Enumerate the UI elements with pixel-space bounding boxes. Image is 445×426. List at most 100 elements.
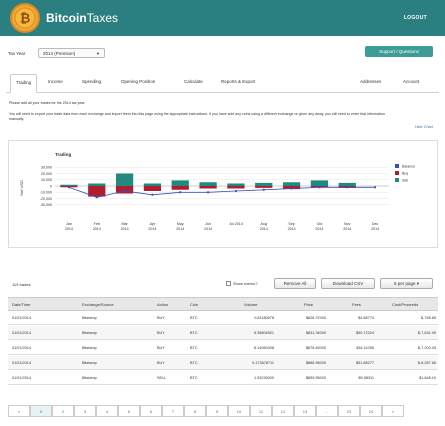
cell-cost-proceeds: $-8,287.66 [417, 361, 436, 365]
cell-volume: 8.35804501 [253, 331, 274, 335]
checkbox-icon [226, 281, 231, 287]
cell-fees: $50.72324 [356, 331, 374, 335]
table-row[interactable]: 01/01/2014 Bitstamp BUY BTC 8.14060408 $878.8… [8, 341, 438, 355]
column-header-exchange[interactable]: Exchange/Source [82, 302, 114, 307]
pager-next-button[interactable]: » [382, 405, 404, 417]
tab-addresses[interactable]: Addresses [360, 79, 382, 84]
column-header-fees[interactable]: Fees [352, 302, 361, 307]
show-memo-checkbox[interactable]: Show memo? [226, 281, 257, 287]
cell-coin: BTC [190, 346, 198, 350]
per-page-select[interactable]: 5 per page ▾ [380, 278, 433, 289]
logout-link[interactable]: LOGOUT [403, 15, 427, 21]
bar-sell [310, 180, 329, 186]
bar-sell [338, 182, 356, 186]
x-tick-label: Oct [317, 222, 323, 226]
instructions-line-1: Please add all your trades for the 2014 … [9, 101, 86, 105]
y-tick-label: 0 [50, 184, 52, 188]
tab-income[interactable]: Income [48, 79, 63, 84]
instructions-line-2: You will need to export your trade data … [9, 112, 385, 121]
pager-page-6[interactable]: 6 [140, 405, 162, 417]
cell-price: $828.37000 [305, 316, 326, 320]
chart-title: Trading [55, 152, 72, 157]
bar-sell [88, 183, 106, 186]
download-csv-button[interactable]: Download CSV [321, 278, 375, 289]
cell-action: BUY [157, 316, 165, 320]
point-balance [179, 191, 182, 194]
bar-buy [171, 186, 189, 190]
series-line-balance [68, 186, 376, 198]
table-row[interactable]: 01/01/2014 Bitstamp BUY BTC 8.35804501 $831.3… [8, 326, 438, 340]
bar-sell [282, 182, 301, 186]
pager-page-8[interactable]: 8 [184, 405, 206, 417]
bar-buy [88, 186, 106, 197]
tab-trading[interactable]: Trading [10, 74, 38, 93]
x-tick-label: 2014 [204, 227, 212, 231]
column-header-action[interactable]: Action [157, 302, 169, 307]
tab-spending[interactable]: Spending [82, 79, 102, 84]
x-tick-label: 2014 [93, 227, 101, 231]
tab-calculate[interactable]: Calculate [184, 79, 203, 84]
pager-page-4[interactable]: 4 [96, 405, 118, 417]
point-balance [262, 188, 265, 191]
cell-coin: BTC [190, 331, 198, 335]
column-header-date[interactable]: Date/Time [12, 302, 31, 307]
support-button[interactable]: Support / Questions [365, 46, 433, 57]
x-tick-label: Feb [94, 222, 100, 226]
hide-chart-link[interactable]: Hide Chart [414, 125, 433, 129]
x-tick-label: 2014 [148, 227, 156, 231]
pager-page-ellipsisellipsisellipsis[interactable]: ... [316, 405, 338, 417]
legend-label-balance: Balance [402, 165, 415, 169]
pager-prev-button[interactable]: « [8, 405, 30, 417]
tab-account[interactable]: Account [403, 79, 420, 84]
pager-page-13[interactable]: 13 [294, 405, 316, 417]
legend-swatch-buy [395, 171, 399, 175]
remove-all-button[interactable]: Remove All [274, 278, 316, 289]
x-tick-label: 2014 [260, 227, 268, 231]
main-tabs: Trading Income Spending Opening Position… [6, 74, 439, 93]
cell-date: 01/01/2014 [12, 376, 32, 380]
cell-date: 01/01/2014 [12, 361, 32, 365]
table-row[interactable]: 01/01/2014 Bitstamp BUY BTC 0.81180678 $828.3… [8, 311, 438, 325]
pager-page-5[interactable]: 5 [118, 405, 140, 417]
bar-sell [115, 173, 134, 186]
point-balance [373, 186, 377, 189]
x-tick-label: 2014 [343, 227, 351, 231]
pager-page-10[interactable]: 10 [228, 405, 250, 417]
pager-page-9[interactable]: 9 [206, 405, 228, 417]
cell-price: $878.82000 [305, 346, 326, 350]
pager-page-23[interactable]: 23 [338, 405, 360, 417]
tab-opening-position[interactable]: Opening Position [121, 79, 156, 84]
cell-action: SELL [157, 376, 167, 380]
brand-name[interactable]: BitcoinTaxes [46, 11, 118, 25]
column-header-cost-proceeds[interactable]: Cost/Proceeds [392, 302, 419, 307]
pager-page-3[interactable]: 3 [74, 405, 96, 417]
trading-chart: Trading Net USD 30,000 20,000 10,000 0 -10,000… [19, 152, 415, 231]
table-row[interactable]: 01/01/2014 Bitstamp BUY BTC 9.173878711 $888.… [8, 356, 438, 370]
column-header-price[interactable]: Price [304, 302, 314, 307]
point-balance [290, 187, 293, 190]
bar-buy [143, 186, 162, 191]
cell-volume: 8.14060408 [253, 346, 274, 350]
bar-buy [255, 186, 273, 188]
pager-page-12[interactable]: 12 [272, 405, 294, 417]
pager-page-7[interactable]: 7 [162, 405, 184, 417]
x-tick-label: Sep [288, 222, 294, 226]
cell-cost-proceeds: $-7,200.43 [417, 346, 436, 350]
cell-fees: $51.88277 [356, 361, 374, 365]
table-row[interactable]: 01/01/2014 Bitstamp SELL BTC 1.93226000 $859.… [8, 371, 438, 385]
bar-sell [60, 184, 78, 186]
pager-page-24[interactable]: 24 [360, 405, 382, 417]
column-header-volume[interactable]: Volume [244, 302, 258, 307]
tax-year-select[interactable]: 2014 (Premium) ▼ [38, 48, 105, 58]
x-tick-label: 2014 [288, 227, 296, 231]
cell-fees: $44.11055 [356, 346, 374, 350]
cell-action: BUY [157, 346, 165, 350]
column-header-coin[interactable]: Coin [190, 302, 199, 307]
tab-reports-export[interactable]: Reports & Export [221, 79, 256, 84]
bar-buy [199, 186, 217, 189]
pager-page-11[interactable]: 11 [250, 405, 272, 417]
pager-page-1[interactable]: 1 [30, 405, 52, 417]
cell-exchange: Bitstamp [82, 376, 97, 380]
pager-page-2[interactable]: 2 [52, 405, 74, 417]
bar-sell [199, 182, 217, 186]
